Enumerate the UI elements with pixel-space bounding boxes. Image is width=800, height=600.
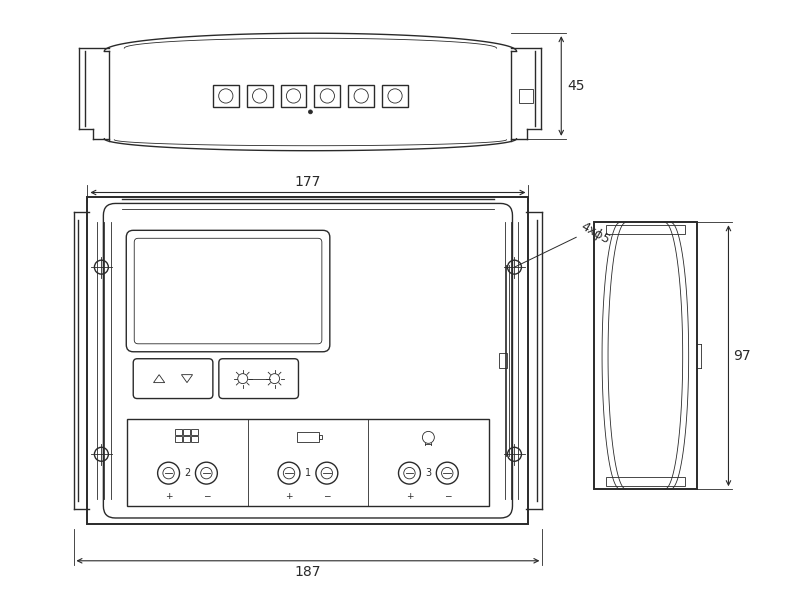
Bar — [498, 353, 506, 368]
Bar — [382, 85, 408, 107]
Bar — [606, 226, 685, 235]
Bar — [87, 197, 529, 524]
Text: 2: 2 — [184, 468, 190, 478]
Bar — [127, 419, 489, 506]
Bar — [191, 430, 198, 435]
Text: +: + — [165, 491, 172, 500]
Bar — [314, 85, 340, 107]
Text: −: − — [202, 491, 210, 500]
Text: +: + — [286, 491, 293, 500]
Circle shape — [309, 110, 313, 114]
Bar — [319, 436, 322, 439]
Bar — [213, 85, 238, 107]
Text: 45: 45 — [567, 79, 585, 93]
Text: 97: 97 — [734, 349, 751, 363]
Text: +: + — [406, 491, 414, 500]
Text: 3: 3 — [426, 468, 431, 478]
Text: 187: 187 — [294, 565, 321, 579]
Bar — [174, 436, 182, 442]
Bar — [281, 85, 306, 107]
Bar — [348, 85, 374, 107]
Bar — [174, 430, 182, 435]
Text: 1: 1 — [305, 468, 311, 478]
Bar — [183, 430, 190, 435]
Bar — [191, 436, 198, 442]
Bar — [606, 477, 685, 486]
Bar — [246, 85, 273, 107]
Bar — [519, 89, 534, 103]
Bar — [297, 433, 319, 442]
Bar — [594, 223, 697, 489]
Text: −: − — [443, 491, 451, 500]
Text: 4xϕ5: 4xϕ5 — [578, 220, 612, 247]
Text: −: − — [323, 491, 330, 500]
Bar — [183, 436, 190, 442]
Text: 177: 177 — [294, 175, 321, 188]
